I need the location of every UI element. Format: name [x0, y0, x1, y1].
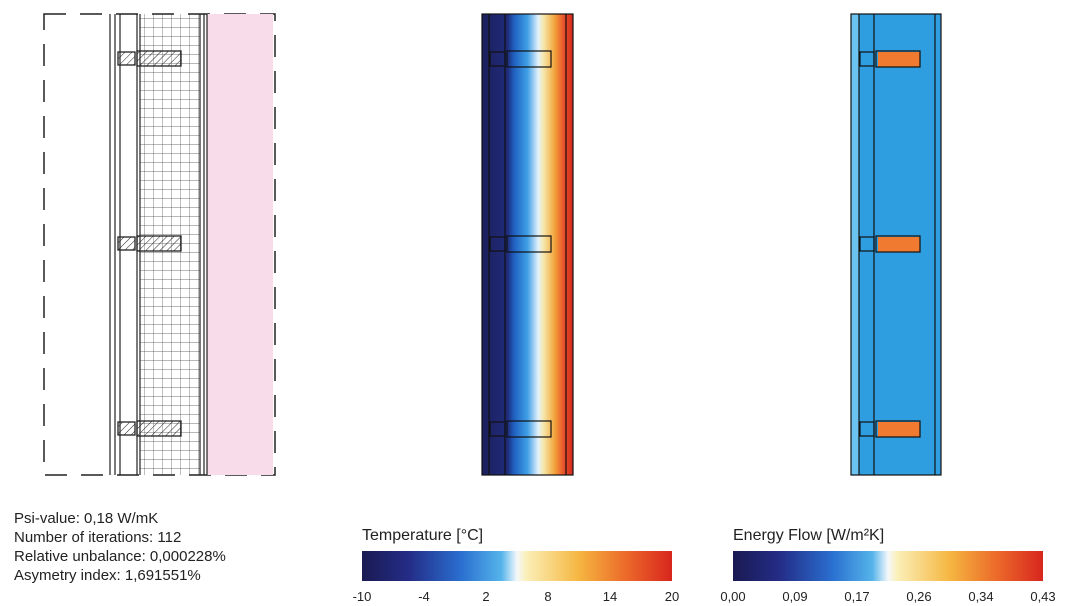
legend-title: Energy Flow [W/m²K]: [733, 527, 884, 544]
legend-title: Temperature [°C]: [362, 527, 483, 544]
result-line: Psi-value: 0,18 W/mK: [14, 510, 158, 527]
result-line: Asymetry index: 1,691551%: [14, 567, 201, 584]
legend-tick-label: -4: [418, 589, 430, 604]
energy-flow-field: [851, 14, 941, 475]
color-bar: [362, 551, 672, 581]
temperature-field: [482, 14, 573, 475]
legends: Temperature [°C] -10 -4 2 8 14 20 Energy Flow […: [353, 527, 1056, 604]
results-text: Psi-value: 0,18 W/mK Number of iterations…: [14, 510, 226, 584]
result-line: Relative unbalance: 0,000228%: [14, 548, 226, 565]
legend-tick-label: 2: [482, 589, 489, 604]
color-bar: [733, 551, 1043, 581]
legend-tick-label: 8: [544, 589, 551, 604]
legend-tick-label: 0,00: [720, 589, 745, 604]
legend-tick-label: 0,43: [1030, 589, 1055, 604]
legend-tick-label: 0,26: [906, 589, 931, 604]
legend-tick-label: 0,17: [844, 589, 869, 604]
result-line: Number of iterations: 112: [14, 529, 181, 546]
construction-section: [44, 14, 275, 475]
figure: Psi-value: 0,18 W/mK Number of iterations…: [0, 0, 1072, 606]
legend-tick-label: 20: [665, 589, 679, 604]
legend-tick-label: -10: [353, 589, 372, 604]
legend-tick-label: 0,34: [968, 589, 993, 604]
legend-tick-label: 0,09: [782, 589, 807, 604]
legend-tick-label: 14: [603, 589, 617, 604]
